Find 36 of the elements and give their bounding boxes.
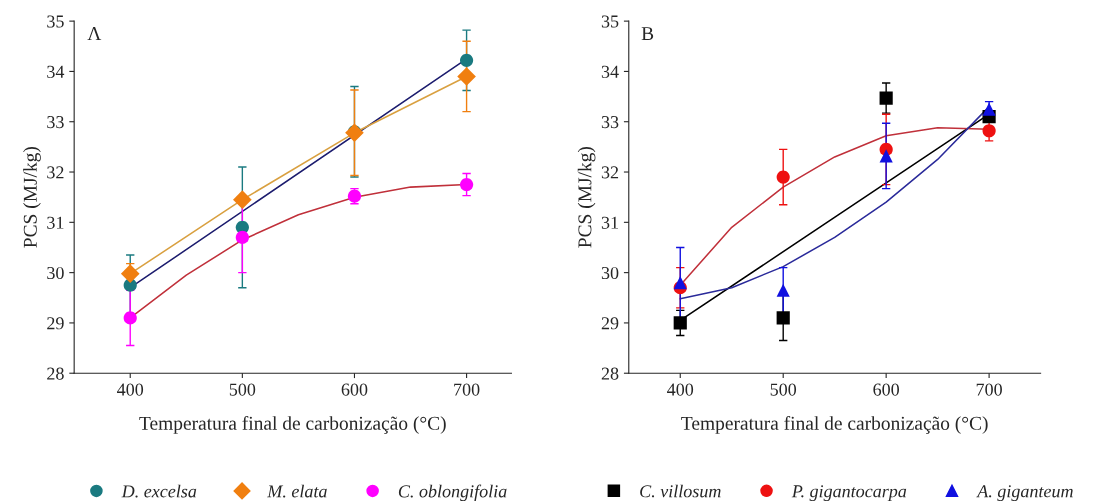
x-tick-label: 600	[873, 383, 900, 396]
legend-label: P. gigantocarpa	[791, 485, 907, 502]
y-tick-label: 34	[601, 65, 619, 78]
y-tick-label: 32	[601, 166, 619, 179]
legend-label: M. elata	[267, 484, 327, 498]
y-tick-label: 35	[47, 15, 64, 28]
legend-label: A. giganteum	[976, 485, 1073, 502]
y-tick-label: 31	[47, 216, 64, 229]
x-tick-label: 700	[454, 383, 480, 396]
y-tick-label: 28	[601, 367, 619, 380]
y-axis-title: PCS (MJ/kg)	[23, 146, 41, 248]
x-tick-label: 500	[770, 383, 797, 396]
y-tick-label: 29	[601, 317, 619, 330]
y-axis-title: PCS (MJ/kg)	[577, 146, 596, 248]
y-tick-label: 32	[47, 166, 64, 179]
y-tick-label: 30	[47, 266, 64, 280]
y-tick-label: 33	[601, 116, 619, 129]
annotation: B	[641, 27, 654, 40]
x-tick-label: 700	[976, 383, 1002, 396]
y-tick-label: 31	[601, 216, 618, 229]
legend-label: C. oblongifolia	[398, 484, 507, 502]
annotation: Λ	[87, 27, 102, 40]
x-tick-label: 600	[341, 383, 368, 396]
y-tick-label: 30	[601, 266, 619, 280]
y-tick-label: 34	[47, 65, 65, 78]
x-tick-label: 400	[667, 383, 694, 396]
y-tick-label: 35	[601, 15, 619, 28]
y-tick-label: 33	[47, 116, 64, 129]
x-axis-title: Temperatura final de carbonização (°C)	[681, 415, 988, 434]
y-tick-label: 28	[47, 367, 64, 380]
y-tick-label: 29	[47, 317, 64, 330]
legend-label: C. villosum	[640, 484, 721, 498]
x-axis-title: Temperatura final de carbonização (°C)	[139, 415, 446, 434]
legend-label: D. excelsa	[121, 484, 197, 498]
x-tick-label: 400	[117, 383, 144, 396]
x-tick-label: 500	[229, 383, 256, 396]
